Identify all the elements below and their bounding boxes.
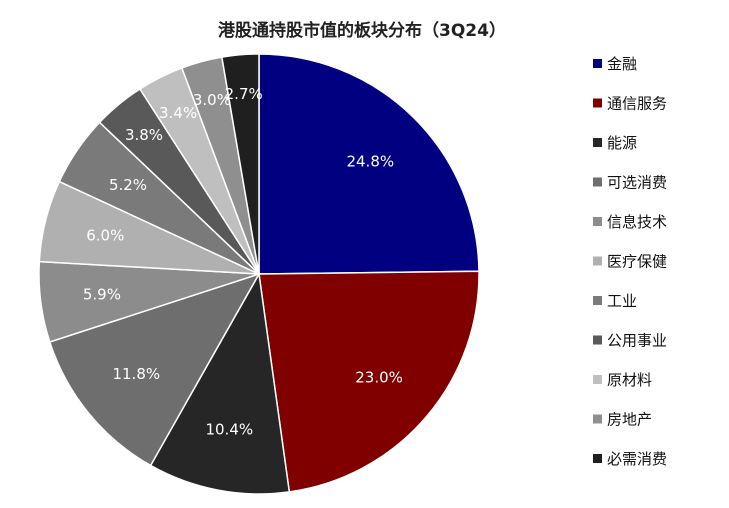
legend-label-2: 能源 <box>607 134 637 152</box>
slice-label-3: 11.8% <box>112 365 160 383</box>
legend-label-3: 可选消费 <box>607 174 667 192</box>
slice-label-6: 5.2% <box>109 176 147 194</box>
pie-slices <box>38 53 480 495</box>
legend-swatch-9 <box>593 414 602 424</box>
pie-slice-3 <box>48 272 261 467</box>
pie-slice-2 <box>149 271 291 495</box>
slice-label-9: 3.0% <box>193 91 231 109</box>
legend-label-5: 医疗保健 <box>607 253 667 271</box>
legend-swatch-6 <box>593 296 602 305</box>
slice-label-7: 3.8% <box>125 126 163 144</box>
legend-swatch-2 <box>593 138 602 147</box>
slice-label-2: 10.4% <box>205 421 253 439</box>
legend-label-1: 通信服务 <box>607 95 667 113</box>
chart-title: 港股通持股市值的板块分布（3Q24） <box>218 20 506 41</box>
legend-label-8: 原材料 <box>607 371 652 389</box>
pie-slice-10 <box>220 53 260 275</box>
legend-swatch-3 <box>593 177 602 187</box>
slice-label-4: 5.9% <box>83 285 121 303</box>
legend-swatch-5 <box>593 256 602 266</box>
pie-slice-1 <box>258 270 480 493</box>
legend-swatch-10 <box>593 454 602 463</box>
legend-swatch-7 <box>593 335 602 345</box>
legend-label-6: 工业 <box>607 292 637 310</box>
pie-slice-0 <box>258 53 480 275</box>
slice-labels: 24.8% 23.0% 10.4% 11.8% 5.9% 6.0% 5.2% 3.8% 3.4%… <box>83 85 403 438</box>
legend-swatch-8 <box>593 375 602 384</box>
legend-label-9: 房地产 <box>607 411 652 429</box>
legend-label-7: 公用事业 <box>607 332 667 350</box>
legend-label-0: 金融 <box>607 55 637 73</box>
legend-swatch-4 <box>593 217 602 226</box>
slice-label-5: 6.0% <box>86 227 124 245</box>
legend-label-10: 必需消费 <box>607 450 667 468</box>
legend-label-4: 信息技术 <box>607 213 667 231</box>
legend-swatch-1 <box>593 98 602 108</box>
slice-label-1: 23.0% <box>355 368 403 386</box>
legend-swatch-0 <box>593 59 602 68</box>
slice-label-10: 2.7% <box>225 85 263 103</box>
slice-label-8: 3.4% <box>159 104 197 122</box>
slice-label-0: 24.8% <box>346 152 394 170</box>
